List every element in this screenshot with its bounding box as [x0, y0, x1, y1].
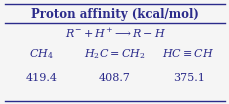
- Text: 408.7: 408.7: [99, 73, 130, 83]
- Text: $HC{\equiv}CH$: $HC{\equiv}CH$: [162, 47, 214, 59]
- Text: Proton affinity (kcal/mol): Proton affinity (kcal/mol): [31, 8, 198, 21]
- Text: 419.4: 419.4: [25, 73, 57, 83]
- Text: 375.1: 375.1: [172, 73, 204, 83]
- Text: $H_{2}C{=}CH_{2}$: $H_{2}C{=}CH_{2}$: [84, 47, 145, 61]
- Text: $R^{-}+H^{+}\longrightarrow R-H$: $R^{-}+H^{+}\longrightarrow R-H$: [64, 27, 165, 40]
- Text: $CH_{4}$: $CH_{4}$: [29, 47, 54, 61]
